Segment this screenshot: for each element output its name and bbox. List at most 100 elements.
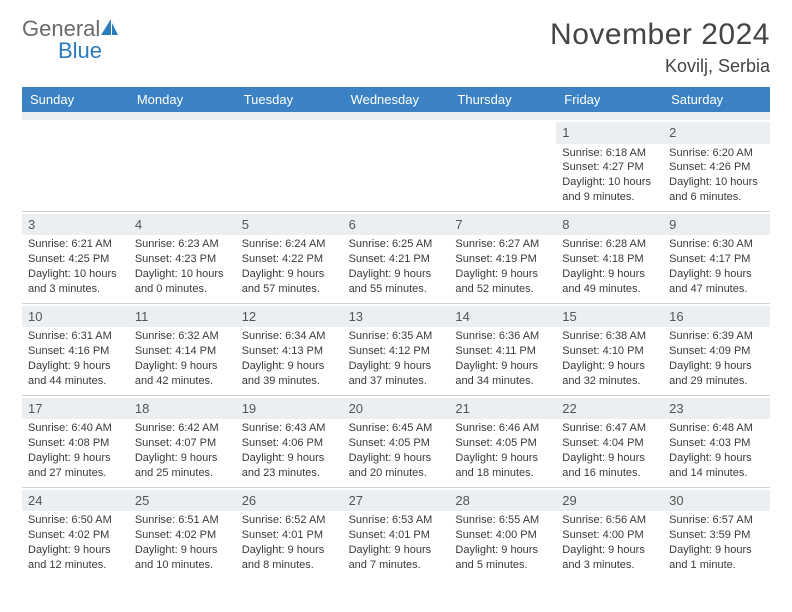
daylight-text: Daylight: 9 hours and 5 minutes. (455, 543, 550, 573)
sunrise-text: Sunrise: 6:20 AM (669, 146, 764, 161)
sunrise-text: Sunrise: 6:40 AM (28, 421, 123, 436)
calendar-cell: 8Sunrise: 6:28 AMSunset: 4:18 PMDaylight… (556, 211, 663, 303)
daylight-text: Daylight: 9 hours and 32 minutes. (562, 359, 657, 389)
calendar-cell: 26Sunrise: 6:52 AMSunset: 4:01 PMDayligh… (236, 487, 343, 579)
calendar-cell: 7Sunrise: 6:27 AMSunset: 4:19 PMDaylight… (449, 211, 556, 303)
weekday-monday: Monday (129, 87, 236, 112)
day-number: 5 (236, 214, 343, 236)
daylight-text: Daylight: 9 hours and 25 minutes. (135, 451, 230, 481)
calendar-cell: 11Sunrise: 6:32 AMSunset: 4:14 PMDayligh… (129, 303, 236, 395)
sunrise-text: Sunrise: 6:36 AM (455, 329, 550, 344)
sunset-text: Sunset: 4:04 PM (562, 436, 657, 451)
day-number: 24 (22, 490, 129, 512)
sunset-text: Sunset: 4:06 PM (242, 436, 337, 451)
sunset-text: Sunset: 4:11 PM (455, 344, 550, 359)
sunset-text: Sunset: 4:05 PM (455, 436, 550, 451)
sunrise-text: Sunrise: 6:50 AM (28, 513, 123, 528)
calendar-cell: 29Sunrise: 6:56 AMSunset: 4:00 PMDayligh… (556, 487, 663, 579)
sunset-text: Sunset: 4:17 PM (669, 252, 764, 267)
daylight-text: Daylight: 9 hours and 34 minutes. (455, 359, 550, 389)
day-number: 20 (343, 398, 450, 420)
daylight-text: Daylight: 9 hours and 16 minutes. (562, 451, 657, 481)
day-number: 3 (22, 214, 129, 236)
daylight-text: Daylight: 9 hours and 1 minute. (669, 543, 764, 573)
weekday-thursday: Thursday (449, 87, 556, 112)
calendar-cell: 12Sunrise: 6:34 AMSunset: 4:13 PMDayligh… (236, 303, 343, 395)
weekday-saturday: Saturday (663, 87, 770, 112)
daylight-text: Daylight: 9 hours and 10 minutes. (135, 543, 230, 573)
calendar-cell-empty (236, 120, 343, 211)
logo-text-blue: Blue (58, 38, 102, 63)
sunrise-text: Sunrise: 6:56 AM (562, 513, 657, 528)
sunrise-text: Sunrise: 6:43 AM (242, 421, 337, 436)
daylight-text: Daylight: 9 hours and 27 minutes. (28, 451, 123, 481)
sunrise-text: Sunrise: 6:18 AM (562, 146, 657, 161)
sunset-text: Sunset: 4:19 PM (455, 252, 550, 267)
day-number: 9 (663, 214, 770, 236)
day-number: 7 (449, 214, 556, 236)
sunset-text: Sunset: 4:01 PM (349, 528, 444, 543)
sunset-text: Sunset: 4:05 PM (349, 436, 444, 451)
sunset-text: Sunset: 4:21 PM (349, 252, 444, 267)
day-number: 17 (22, 398, 129, 420)
header-spacer (22, 112, 770, 120)
sunrise-text: Sunrise: 6:46 AM (455, 421, 550, 436)
sunset-text: Sunset: 3:59 PM (669, 528, 764, 543)
sunrise-text: Sunrise: 6:35 AM (349, 329, 444, 344)
calendar-cell: 4Sunrise: 6:23 AMSunset: 4:23 PMDaylight… (129, 211, 236, 303)
calendar-cell-empty (129, 120, 236, 211)
sunrise-text: Sunrise: 6:28 AM (562, 237, 657, 252)
sunrise-text: Sunrise: 6:55 AM (455, 513, 550, 528)
sunrise-text: Sunrise: 6:57 AM (669, 513, 764, 528)
day-number: 15 (556, 306, 663, 328)
day-number: 13 (343, 306, 450, 328)
sunset-text: Sunset: 4:27 PM (562, 160, 657, 175)
sunset-text: Sunset: 4:23 PM (135, 252, 230, 267)
sunset-text: Sunset: 4:01 PM (242, 528, 337, 543)
calendar-cell: 13Sunrise: 6:35 AMSunset: 4:12 PMDayligh… (343, 303, 450, 395)
weekday-sunday: Sunday (22, 87, 129, 112)
day-number: 10 (22, 306, 129, 328)
calendar-cell: 10Sunrise: 6:31 AMSunset: 4:16 PMDayligh… (22, 303, 129, 395)
sunrise-text: Sunrise: 6:21 AM (28, 237, 123, 252)
sunrise-text: Sunrise: 6:34 AM (242, 329, 337, 344)
logo-text-general: General (22, 18, 100, 40)
calendar-cell: 9Sunrise: 6:30 AMSunset: 4:17 PMDaylight… (663, 211, 770, 303)
calendar-cell: 14Sunrise: 6:36 AMSunset: 4:11 PMDayligh… (449, 303, 556, 395)
day-number: 4 (129, 214, 236, 236)
weekday-friday: Friday (556, 87, 663, 112)
sunrise-text: Sunrise: 6:45 AM (349, 421, 444, 436)
daylight-text: Daylight: 9 hours and 55 minutes. (349, 267, 444, 297)
calendar-cell: 5Sunrise: 6:24 AMSunset: 4:22 PMDaylight… (236, 211, 343, 303)
day-number: 29 (556, 490, 663, 512)
daylight-text: Daylight: 9 hours and 44 minutes. (28, 359, 123, 389)
day-number: 30 (663, 490, 770, 512)
daylight-text: Daylight: 10 hours and 6 minutes. (669, 175, 764, 205)
calendar-cell: 1Sunrise: 6:18 AMSunset: 4:27 PMDaylight… (556, 120, 663, 211)
day-number: 8 (556, 214, 663, 236)
sunrise-text: Sunrise: 6:27 AM (455, 237, 550, 252)
day-number: 19 (236, 398, 343, 420)
daylight-text: Daylight: 9 hours and 39 minutes. (242, 359, 337, 389)
calendar-cell: 28Sunrise: 6:55 AMSunset: 4:00 PMDayligh… (449, 487, 556, 579)
daylight-text: Daylight: 10 hours and 0 minutes. (135, 267, 230, 297)
calendar-cell: 22Sunrise: 6:47 AMSunset: 4:04 PMDayligh… (556, 395, 663, 487)
sunrise-text: Sunrise: 6:42 AM (135, 421, 230, 436)
calendar-cell: 24Sunrise: 6:50 AMSunset: 4:02 PMDayligh… (22, 487, 129, 579)
sunrise-text: Sunrise: 6:38 AM (562, 329, 657, 344)
title-block: November 2024 Kovilj, Serbia (550, 18, 770, 77)
daylight-text: Daylight: 9 hours and 23 minutes. (242, 451, 337, 481)
daylight-text: Daylight: 10 hours and 3 minutes. (28, 267, 123, 297)
daylight-text: Daylight: 9 hours and 29 minutes. (669, 359, 764, 389)
sunset-text: Sunset: 4:09 PM (669, 344, 764, 359)
daylight-text: Daylight: 9 hours and 57 minutes. (242, 267, 337, 297)
daylight-text: Daylight: 9 hours and 52 minutes. (455, 267, 550, 297)
sunset-text: Sunset: 4:02 PM (135, 528, 230, 543)
sunset-text: Sunset: 4:26 PM (669, 160, 764, 175)
day-number: 16 (663, 306, 770, 328)
calendar-cell: 30Sunrise: 6:57 AMSunset: 3:59 PMDayligh… (663, 487, 770, 579)
sunrise-text: Sunrise: 6:39 AM (669, 329, 764, 344)
sunrise-text: Sunrise: 6:53 AM (349, 513, 444, 528)
calendar-cell: 17Sunrise: 6:40 AMSunset: 4:08 PMDayligh… (22, 395, 129, 487)
daylight-text: Daylight: 9 hours and 49 minutes. (562, 267, 657, 297)
